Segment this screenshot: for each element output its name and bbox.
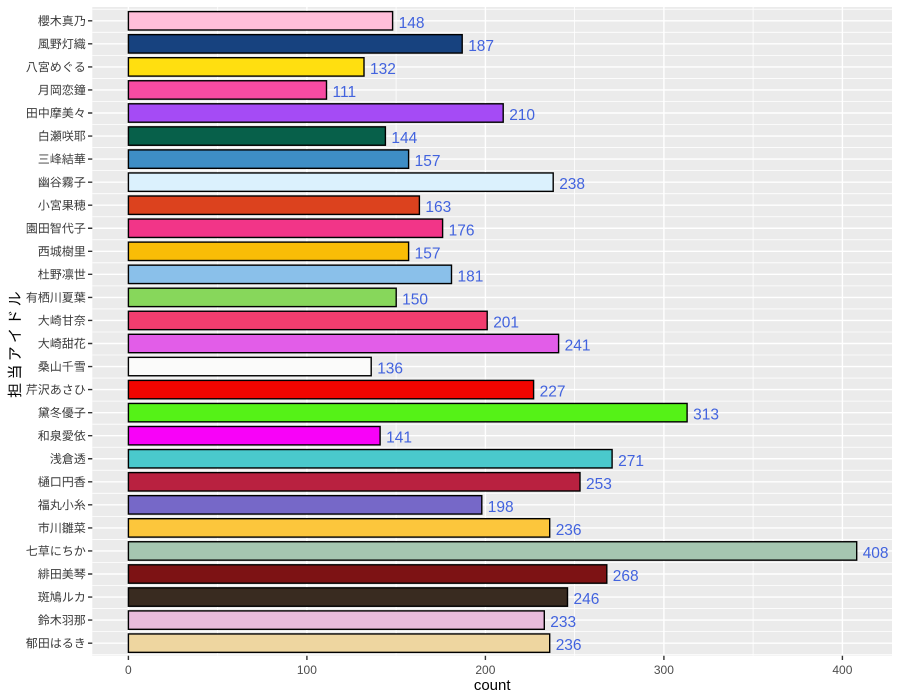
svg-text:181: 181 (458, 268, 484, 285)
svg-text:408: 408 (863, 545, 889, 562)
svg-text:132: 132 (370, 61, 396, 78)
svg-text:271: 271 (618, 453, 644, 470)
svg-text:136: 136 (377, 361, 403, 378)
svg-text:0: 0 (125, 663, 132, 677)
svg-text:241: 241 (565, 338, 591, 355)
svg-text:100: 100 (297, 663, 317, 677)
svg-text:187: 187 (468, 38, 494, 55)
svg-text:count: count (474, 677, 512, 694)
svg-text:210: 210 (509, 107, 535, 124)
svg-text:157: 157 (415, 245, 441, 262)
svg-text:238: 238 (559, 176, 585, 193)
svg-text:227: 227 (540, 384, 566, 401)
svg-text:148: 148 (399, 15, 425, 32)
svg-text:163: 163 (425, 199, 451, 216)
svg-text:253: 253 (586, 476, 612, 493)
svg-text:141: 141 (386, 430, 412, 447)
svg-text:200: 200 (475, 663, 495, 677)
svg-text:111: 111 (333, 84, 357, 101)
svg-text:268: 268 (613, 568, 639, 585)
svg-text:400: 400 (832, 663, 852, 677)
svg-text:236: 236 (556, 637, 582, 654)
svg-text:201: 201 (493, 314, 519, 331)
svg-text:300: 300 (654, 663, 674, 677)
svg-text:236: 236 (556, 522, 582, 539)
svg-text:198: 198 (488, 499, 514, 516)
svg-text:176: 176 (449, 222, 475, 239)
svg-text:233: 233 (550, 614, 576, 631)
svg-text:157: 157 (415, 153, 441, 170)
svg-text:313: 313 (693, 407, 719, 424)
svg-text:246: 246 (574, 591, 600, 608)
svg-text:144: 144 (391, 130, 417, 147)
svg-text:150: 150 (402, 291, 428, 308)
